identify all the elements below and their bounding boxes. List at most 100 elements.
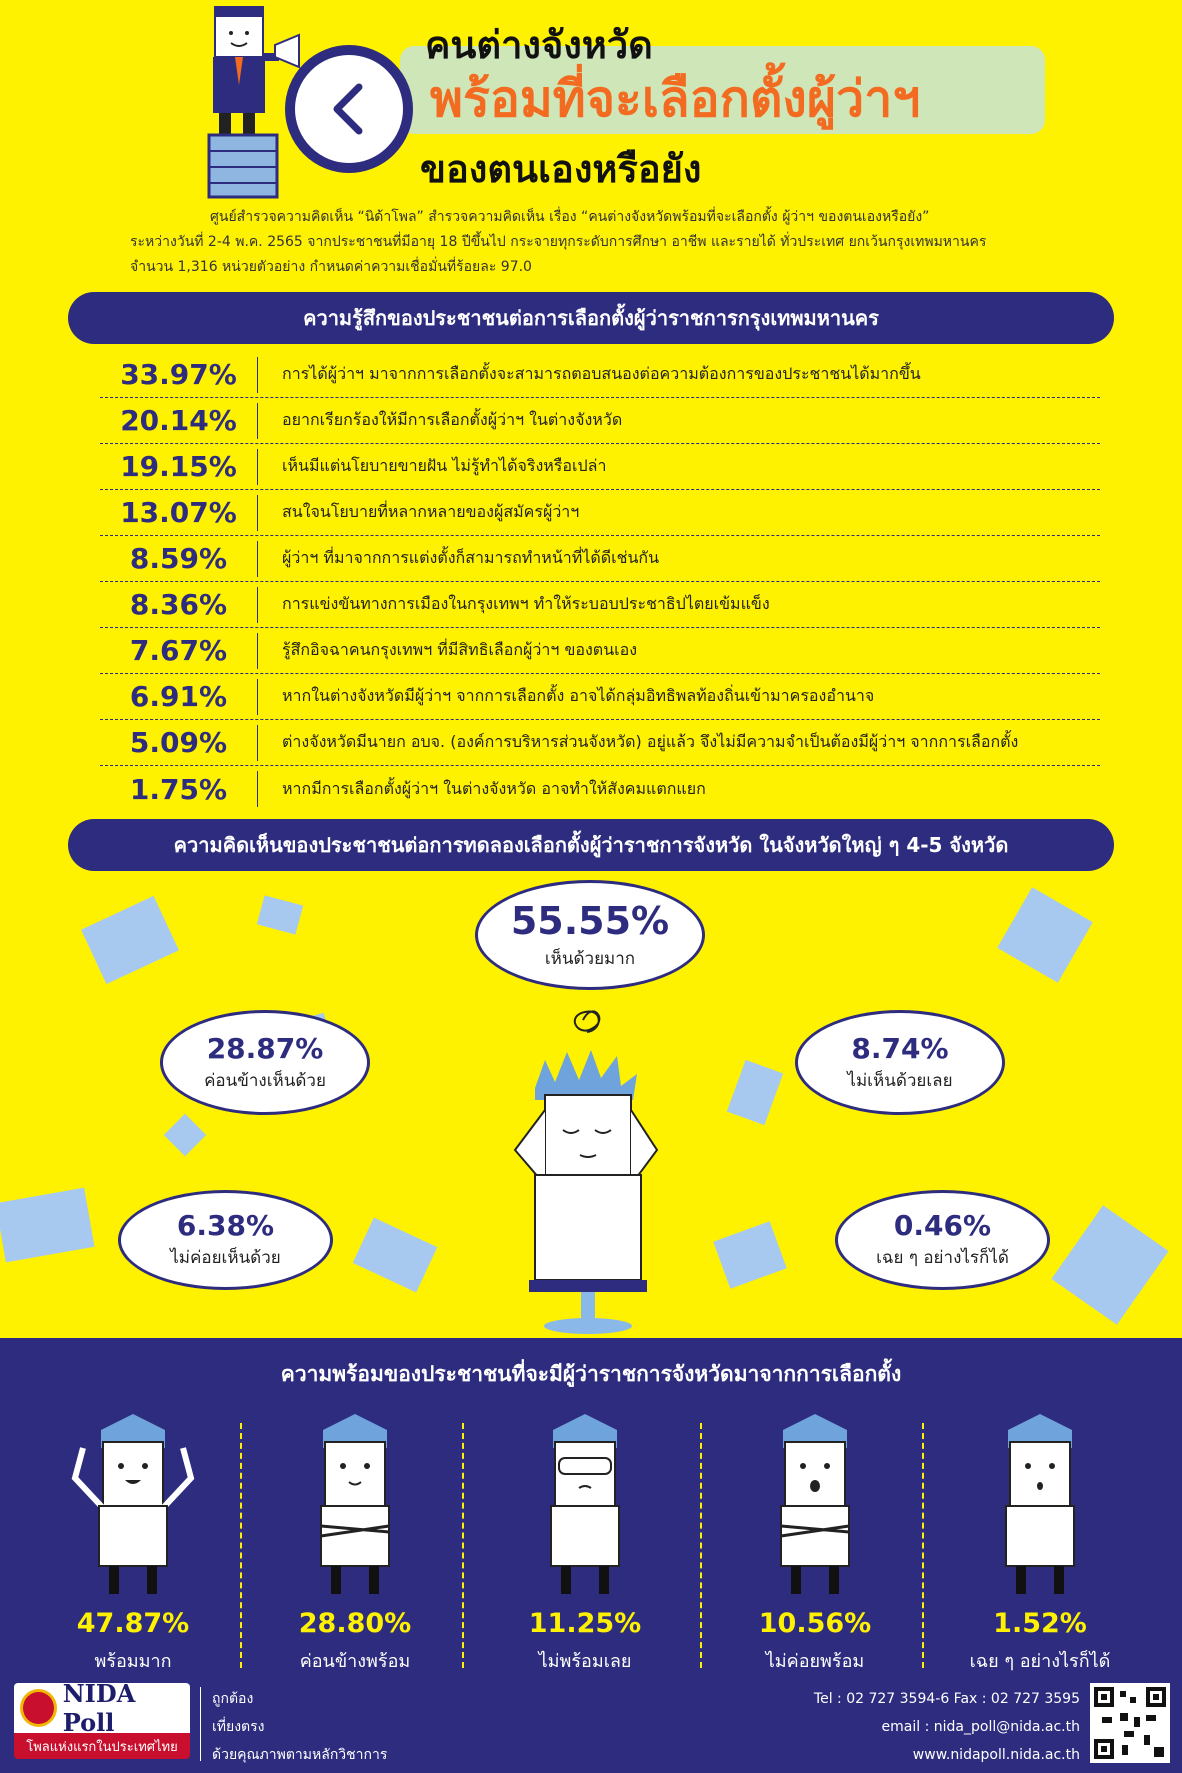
stat-percent: 1.75%: [129, 772, 228, 806]
stat-percent: 19.15%: [120, 450, 237, 483]
readiness-label: ไม่พร้อมเลย: [538, 1651, 632, 1672]
stat-row: 13.07% สนใจนโยบายที่หลากหลายของผู้สมัครผู…: [100, 490, 1100, 536]
readiness-item: 1.52% เฉย ๆ อย่างไรก็ได้: [925, 1408, 1155, 1678]
bubble-percent: 8.74%: [851, 1031, 949, 1065]
qr-code-icon[interactable]: [1090, 1683, 1170, 1763]
paper-decoration: [0, 1187, 95, 1263]
paper-decoration: [713, 1221, 787, 1289]
readiness-percent: 10.56%: [758, 1608, 872, 1639]
paper-decoration: [1051, 1205, 1169, 1325]
column-divider: [240, 1423, 242, 1668]
section3-title: ความพร้อมของประชาชนที่จะมีผู้ว่าราชการจั…: [280, 1362, 902, 1386]
section1-banner: ความรู้สึกของประชาชนต่อการเลือกตั้งผู้ว่…: [68, 292, 1114, 344]
stat-text: อยากเรียกร้องให้มีการเลือกตั้งผู้ว่าฯ ใน…: [257, 402, 1100, 439]
bubble-percent: 28.87%: [206, 1031, 324, 1065]
readiness-percent: 47.87%: [76, 1608, 190, 1639]
paper-decoration: [726, 1059, 784, 1126]
motto: เที่ยงตรง: [212, 1719, 265, 1735]
stat-text: ต่างจังหวัดมีนายก อบจ. (องค์การบริหารส่ว…: [257, 724, 1100, 761]
stressed-person-illustration: [513, 1010, 659, 1334]
stat-percent: 7.67%: [129, 634, 228, 667]
stat-row: 6.91% หากในต่างจังหวัดมีผู้ว่าฯ จากการเลื…: [100, 674, 1100, 720]
bubble-label: เฉย ๆ อย่างไรก็ได้: [876, 1248, 1009, 1268]
readiness-item: 11.25% ไม่พร้อมเลย: [470, 1408, 700, 1678]
logo-name: NIDA Poll: [62, 1679, 136, 1737]
intro-line: ศูนย์สำรวจความคิดเห็น “นิด้าโพล” สำรวจคว…: [210, 209, 930, 225]
seal-icon: [20, 1689, 57, 1727]
person-arms-crossed-illustration: [320, 1414, 390, 1594]
phone-fax: Tel : 02 727 3594-6 Fax : 02 727 3595: [813, 1691, 1080, 1707]
stat-row: 33.97% การได้ผู้ว่าฯ มาจากการเลือกตั้งจะส…: [100, 352, 1100, 398]
bubble-strongly-disagree: 8.74% ไม่เห็นด้วยเลย: [795, 1010, 1005, 1115]
stat-row: 19.15% เห็นมีแต่นโยบายขายฝัน ไม่รู้ทำได้จ…: [100, 444, 1100, 490]
readiness-percent: 28.80%: [298, 1608, 412, 1639]
announcer-illustration: [207, 6, 300, 199]
stat-percent: 8.59%: [129, 542, 228, 575]
paper-decoration: [256, 895, 304, 935]
stat-percent: 5.09%: [129, 726, 228, 759]
motto: ด้วยคุณภาพตามหลักวิชาการ: [212, 1747, 388, 1763]
bubble-somewhat-disagree: 6.38% ไม่ค่อยเห็นด้วย: [118, 1190, 333, 1290]
stat-text: ผู้ว่าฯ ที่มาจากการแต่งตั้งก็สามารถทำหน้…: [257, 540, 1100, 577]
readiness-label: เฉย ๆ อย่างไรก็ได้: [969, 1651, 1111, 1672]
paper-decoration: [163, 1113, 207, 1157]
title-line-1: คนต่างจังหวัด: [425, 23, 653, 67]
stat-text: หากมีการเลือกตั้งผู้ว่าฯ ในต่างจังหวัด อ…: [257, 771, 1100, 807]
bubble-indifferent: 0.46% เฉย ๆ อย่างไรก็ได้: [835, 1190, 1050, 1290]
website-link[interactable]: www.nidapoll.nida.ac.th: [912, 1747, 1080, 1763]
nida-poll-logo[interactable]: NIDA Poll โพลแห่งแรกในประเทศไทย: [14, 1679, 190, 1763]
feeling-stats-table: 33.97% การได้ผู้ว่าฯ มาจากการเลือกตั้งจะส…: [100, 352, 1100, 812]
footer-divider: [200, 1687, 201, 1761]
stat-row: 5.09% ต่างจังหวัดมีนายก อบจ. (องค์การบริห…: [100, 720, 1100, 766]
readiness-label: พร้อมมาก: [94, 1651, 172, 1672]
contact-info: Tel : 02 727 3594-6 Fax : 02 727 3595 em…: [814, 1685, 1080, 1769]
person-cheering-illustration: [71, 1414, 195, 1594]
stat-percent: 6.91%: [129, 680, 228, 713]
stat-text: การแข่งขันทางการเมืองในกรุงเทพฯ ทำให้ระบ…: [257, 586, 1100, 623]
survey-intro: ศูนย์สำรวจความคิดเห็น “นิด้าโพล” สำรวจคว…: [130, 205, 1090, 280]
readiness-item: 10.56% ไม่ค่อยพร้อม: [700, 1408, 930, 1678]
chevron-left-icon: [333, 83, 363, 135]
mottos: ถูกต้อง เที่ยงตรง ด้วยคุณภาพตามหลักวิชาก…: [212, 1685, 387, 1769]
title-highlight-box: [400, 46, 1045, 134]
back-arrow-button[interactable]: [285, 45, 413, 173]
stat-row: 20.14% อยากเรียกร้องให้มีการเลือกตั้งผู้ว…: [100, 398, 1100, 444]
stat-text: หากในต่างจังหวัดมีผู้ว่าฯ จากการเลือกตั้…: [257, 678, 1100, 715]
readiness-item: 28.80% ค่อนข้างพร้อม: [240, 1408, 470, 1678]
readiness-label: ค่อนข้างพร้อม: [299, 1651, 411, 1672]
logo-tagline: โพลแห่งแรกในประเทศไทย: [14, 1733, 190, 1759]
motto: ถูกต้อง: [212, 1691, 254, 1707]
title-line-2: พร้อมที่จะเลือกตั้งผู้ว่าฯ: [430, 70, 921, 128]
readiness-label: ไม่ค่อยพร้อม: [765, 1651, 865, 1672]
stat-text: สนใจนโยบายที่หลากหลายของผู้สมัครผู้ว่าฯ: [257, 494, 1100, 531]
bubble-label: ไม่เห็นด้วยเลย: [847, 1070, 953, 1091]
paper-decoration: [81, 895, 179, 985]
bubble-somewhat-agree: 28.87% ค่อนข้างเห็นด้วย: [160, 1010, 370, 1115]
stat-text: รู้สึกอิจฉาคนกรุงเทพฯ ที่มีสิทธิเลือกผู้…: [257, 632, 1100, 669]
readiness-percent: 11.25%: [528, 1608, 642, 1639]
stat-percent: 8.36%: [129, 588, 228, 621]
opinion-illustration-area: 55.55% เห็นด้วยมาก 28.87% ค่อนข้างเห็นด้…: [0, 860, 1182, 1338]
person-neutral-illustration: [1005, 1414, 1075, 1594]
paper-decoration: [997, 887, 1093, 983]
bubble-agree-strongly: 55.55% เห็นด้วยมาก: [475, 880, 705, 990]
person-covering-eyes-illustration: [550, 1414, 620, 1594]
readiness-item: 47.87% พร้อมมาก: [18, 1408, 248, 1678]
bubble-label: ไม่ค่อยเห็นด้วย: [170, 1248, 281, 1268]
intro-line: ระหว่างวันที่ 2-4 พ.ค. 2565 จากประชาชนที…: [130, 234, 987, 250]
stat-row: 8.59% ผู้ว่าฯ ที่มาจากการแต่งตั้งก็สามารถ…: [100, 536, 1100, 582]
stat-text: การได้ผู้ว่าฯ มาจากการเลือกตั้งจะสามารถต…: [257, 356, 1100, 393]
bubble-label: ค่อนข้างเห็นด้วย: [204, 1070, 326, 1091]
column-divider: [700, 1423, 702, 1668]
readiness-percent: 1.52%: [993, 1608, 1087, 1639]
column-divider: [462, 1423, 464, 1668]
stat-row: 1.75% หากมีการเลือกตั้งผู้ว่าฯ ในต่างจังห…: [100, 766, 1100, 812]
stat-percent: 20.14%: [120, 404, 237, 437]
stat-percent: 13.07%: [120, 496, 237, 529]
stat-percent: 33.97%: [120, 358, 237, 391]
email-link[interactable]: email : nida_poll@nida.ac.th: [881, 1719, 1080, 1735]
bubble-percent: 55.55%: [510, 898, 670, 943]
bubble-percent: 0.46%: [893, 1209, 992, 1242]
stat-row: 8.36% การแข่งขันทางการเมืองในกรุงเทพฯ ทำใ…: [100, 582, 1100, 628]
bubble-label: เห็นด้วยมาก: [544, 948, 636, 969]
